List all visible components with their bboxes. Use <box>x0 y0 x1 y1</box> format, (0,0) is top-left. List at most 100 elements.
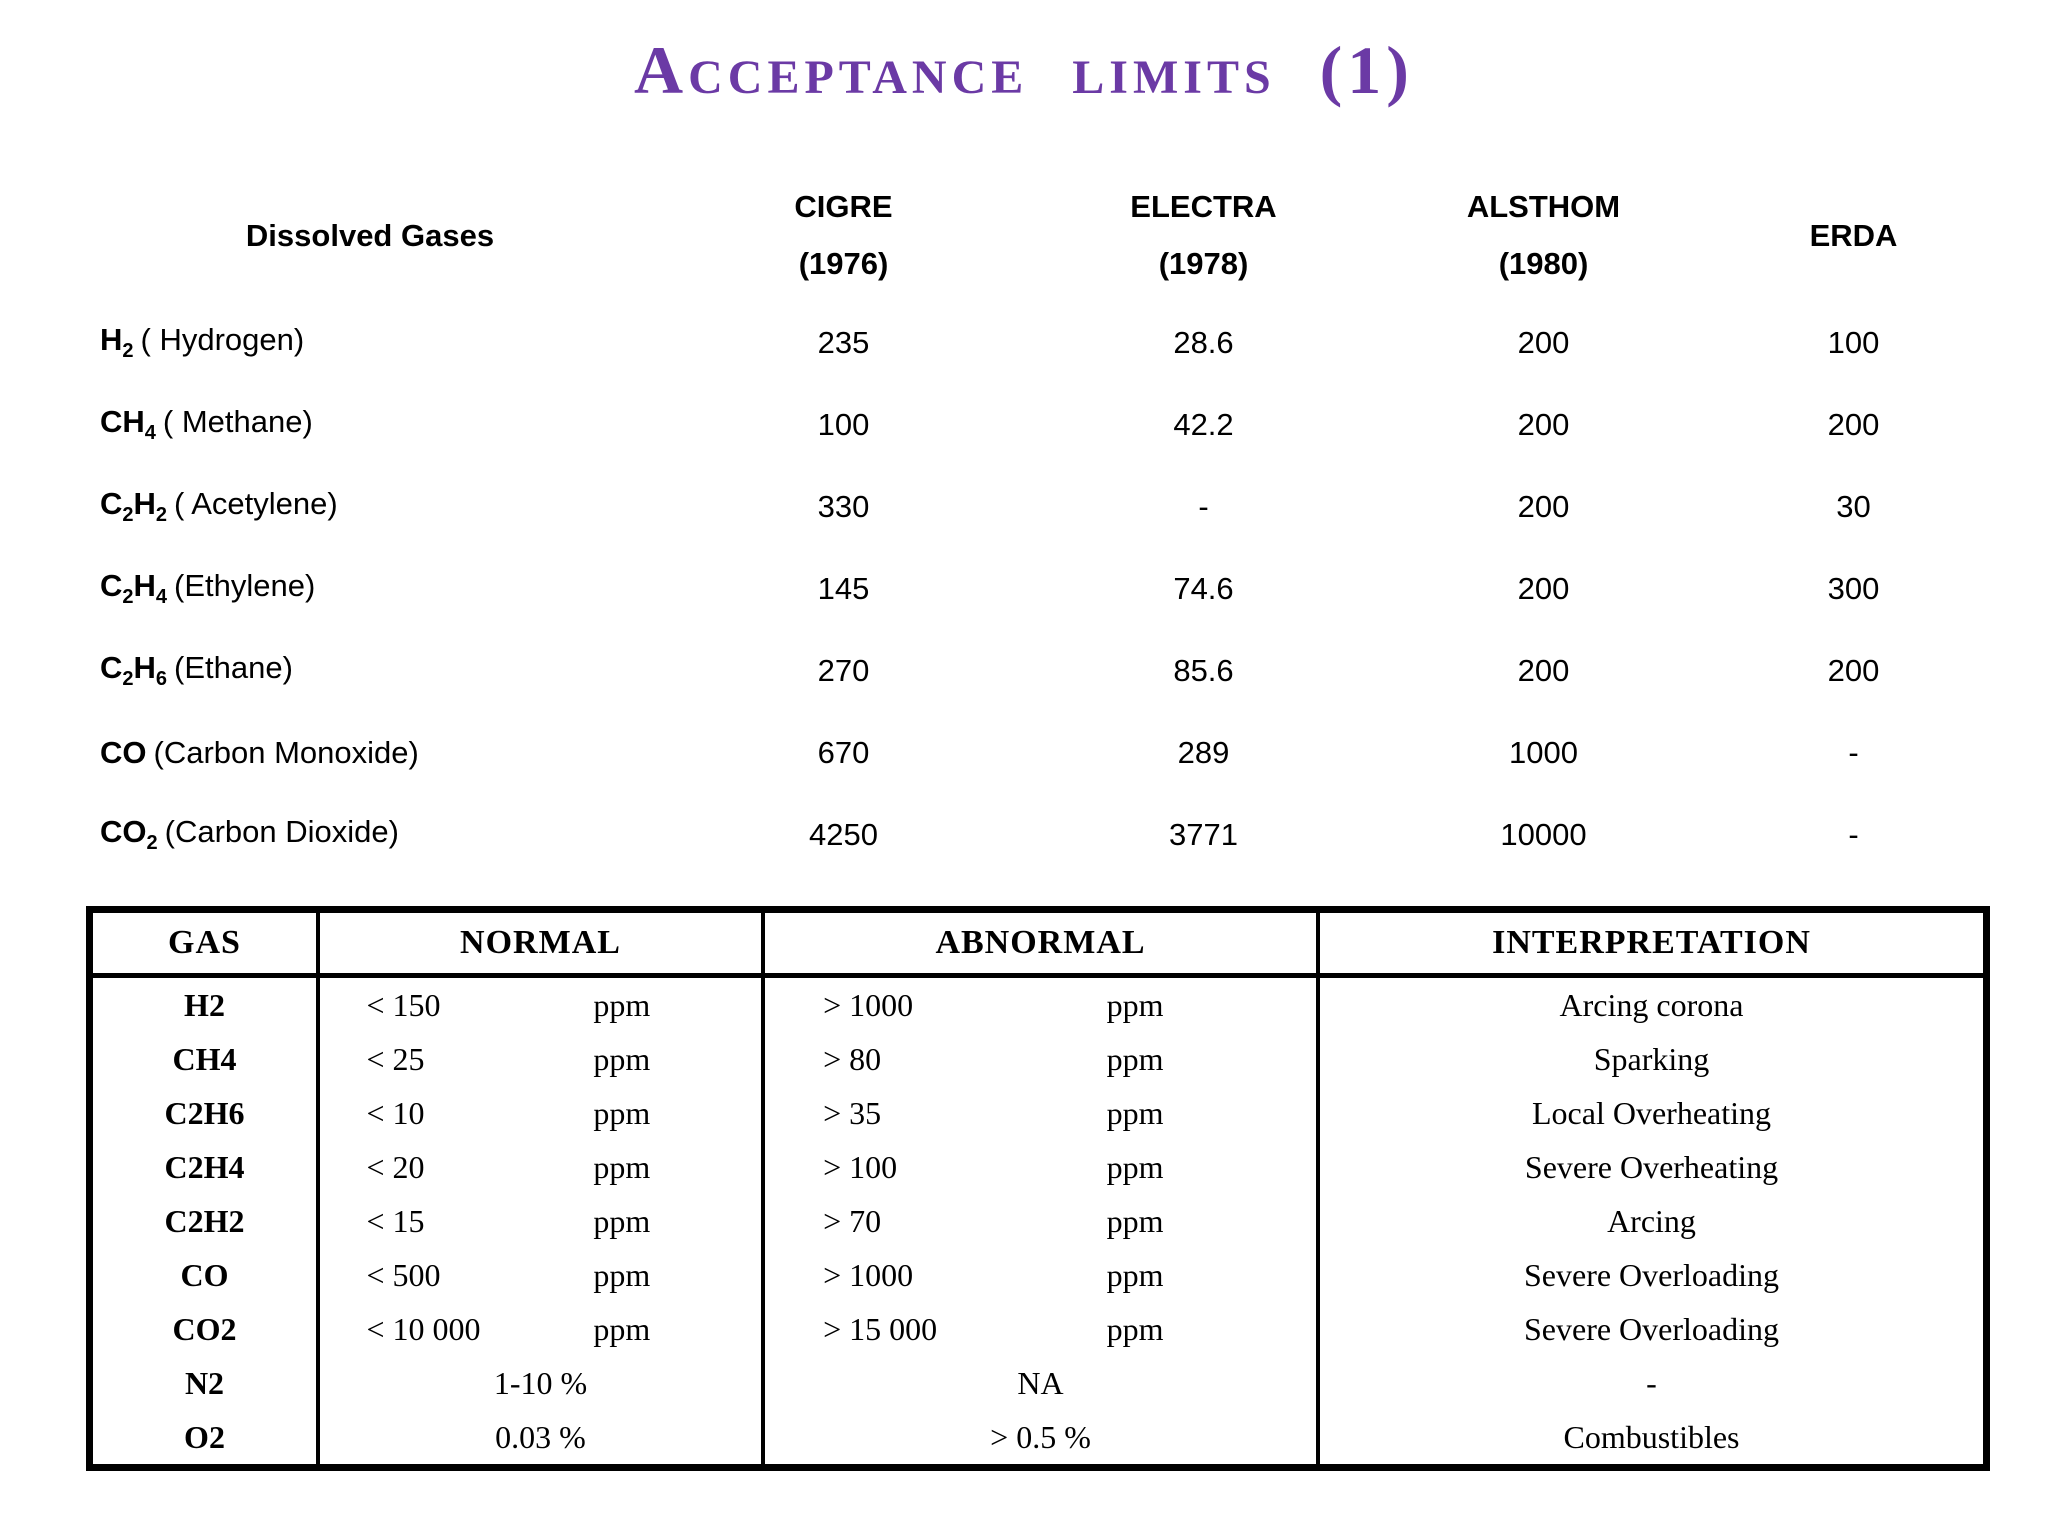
gas-name: ( Hydrogen) <box>140 322 305 358</box>
limit-value: < 500 <box>366 1256 441 1293</box>
gas-formula: CO2 <box>100 814 158 854</box>
gas-cell: N2 <box>93 1356 320 1410</box>
value-cell: 42.2 <box>1173 407 1234 442</box>
gas-name: ( Methane) <box>162 404 313 440</box>
abnormal-cell: > 1000 ppm <box>765 1248 1320 1302</box>
gas-formula: C2H2 <box>100 486 167 526</box>
col-header-label: Dissolved Gases <box>245 217 495 253</box>
formula-subscript: 4 <box>155 586 168 609</box>
gas-name: (Carbon Dioxide) <box>164 814 399 850</box>
value-cell: 100 <box>1827 325 1880 360</box>
value-cell: 670 <box>817 735 870 770</box>
formula-subscript: 2 <box>122 340 134 363</box>
limit-value: > 1000 <box>823 1256 914 1293</box>
normal-cell: < 10 000 ppm <box>320 1302 765 1356</box>
col-header-label: ALSTHOM <box>1466 189 1621 224</box>
header-cell-interpretation: INTERPRETATION <box>1492 924 1811 961</box>
value-cell: 200 <box>1517 653 1570 688</box>
interpretation-cell: Local Overheating <box>1532 1094 1771 1131</box>
limit-value: < 150 <box>366 986 441 1023</box>
value-cell: 200 <box>1517 407 1570 442</box>
limit-value: > 0.5 % <box>990 1418 1091 1455</box>
limits-table-header: GAS NORMAL ABNORMAL INTERPRETATION <box>93 913 1983 978</box>
table-row: CO2 < 10 000 ppm > 15 000 ppm Severe Overload… <box>93 1302 1983 1356</box>
limit-unit: ppm <box>1106 1040 1164 1077</box>
normal-cell: 0.03 % <box>320 1410 765 1464</box>
gas-formula: C2H6 <box>100 650 167 690</box>
table-row: CO (Carbon Monoxide) 670 289 1000 - <box>80 712 2000 794</box>
col-header-dissolved-gases: Dissolved Gases <box>80 168 660 302</box>
value-cell: 200 <box>1517 571 1570 606</box>
gas-formula: CH4 <box>100 404 156 444</box>
value-cell: - <box>1848 735 1859 770</box>
normal-cell: 1-10 % <box>320 1356 765 1410</box>
abnormal-cell: > 35 ppm <box>765 1086 1320 1140</box>
value-cell: - <box>1848 817 1859 852</box>
table-row: N2 1-10 % NA - <box>93 1356 1983 1410</box>
col-header-year: (1978) <box>1158 246 1249 281</box>
value-cell: 145 <box>817 571 870 606</box>
abnormal-cell: > 1000 ppm <box>765 978 1320 1032</box>
table-row: O2 0.03 % > 0.5 % Combustibles <box>93 1410 1983 1464</box>
gas-cell: O2 <box>93 1410 320 1464</box>
table-row: C2H4 < 20 ppm > 100 ppm Severe Overheating <box>93 1140 1983 1194</box>
header-cell-abnormal: ABNORMAL <box>765 913 1320 973</box>
interpretation-cell: Arcing corona <box>1559 986 1744 1023</box>
value-cell: 300 <box>1827 571 1880 606</box>
normal-cell: < 15 ppm <box>320 1194 765 1248</box>
formula-text: C <box>100 568 123 604</box>
formula-text: H <box>133 486 156 522</box>
value-cell: 1000 <box>1509 735 1578 770</box>
col-header-cigre: CIGRE (1976) <box>660 168 1027 302</box>
gas-label-cell: CO2 (Carbon Dioxide) <box>80 814 660 855</box>
table-row: C2H2 < 15 ppm > 70 ppm Arcing <box>93 1194 1983 1248</box>
abnormal-cell: > 80 ppm <box>765 1032 1320 1086</box>
gas-label-cell: C2H6 (Ethane) <box>80 650 660 691</box>
limit-value: > 100 <box>823 1148 898 1185</box>
limit-value: > 80 <box>823 1040 882 1077</box>
gas-formula: H2 <box>100 322 134 362</box>
formula-subscript: 2 <box>122 668 134 691</box>
interpretation-cell: Sparking <box>1593 1040 1710 1077</box>
value-cell: 200 <box>1827 653 1880 688</box>
formula-text: H <box>100 322 123 358</box>
header-cell-normal: NORMAL <box>320 913 765 973</box>
limit-value: < 25 <box>366 1040 425 1077</box>
table-row: C2H6 (Ethane) 270 85.6 200 200 <box>80 630 2000 712</box>
dissolved-gases-header: Dissolved Gases CIGRE (1976) ELECTRA (19… <box>80 168 2000 302</box>
col-header-alsthom: ALSTHOM (1980) <box>1380 168 1707 302</box>
table-row: C2H2( Acetylene) 330-200 30 <box>80 466 2000 548</box>
normal-cell: < 25 ppm <box>320 1032 765 1086</box>
abnormal-cell: > 0.5 % <box>765 1410 1320 1464</box>
gas-name: (Ethane) <box>174 650 293 686</box>
limit-value: NA <box>1017 1364 1064 1401</box>
gas-cell: C2H2 <box>93 1194 320 1248</box>
limit-value: > 1000 <box>823 986 914 1023</box>
limit-value: > 35 <box>823 1094 882 1131</box>
limit-unit: ppm <box>1106 1256 1164 1293</box>
table-row: C2H6 < 10 ppm > 35 ppm Local Overheating <box>93 1086 1983 1140</box>
table-row: H2 < 150 ppm > 1000 ppm Arcing corona <box>93 978 1983 1032</box>
value-cell: 30 <box>1836 489 1871 524</box>
table-row: CH4 < 25 ppm > 80 ppm Sparking <box>93 1032 1983 1086</box>
abnormal-cell: NA <box>765 1356 1320 1410</box>
limit-unit: ppm <box>593 1094 651 1131</box>
normal-cell: < 150 ppm <box>320 978 765 1032</box>
gas-cell: CO <box>93 1248 320 1302</box>
gas-label-cell: H2( Hydrogen) <box>80 322 660 363</box>
value-cell: 4250 <box>809 817 878 852</box>
formula-subscript: 2 <box>155 504 168 527</box>
formula-text: CO <box>100 814 147 850</box>
formula-text: CO <box>100 735 147 770</box>
limit-unit: ppm <box>593 1256 651 1293</box>
limit-unit: ppm <box>593 1202 651 1239</box>
formula-subscript: 2 <box>122 504 134 527</box>
limit-value: < 10 <box>366 1094 425 1131</box>
value-cell: 85.6 <box>1173 653 1234 688</box>
formula-subscript: 6 <box>155 668 168 691</box>
normal-cell: < 20 ppm <box>320 1140 765 1194</box>
gas-cell: CO2 <box>93 1302 320 1356</box>
value-cell: 100 <box>817 407 870 442</box>
limit-unit: ppm <box>1106 1310 1164 1347</box>
value-cell: 270 <box>817 653 870 688</box>
